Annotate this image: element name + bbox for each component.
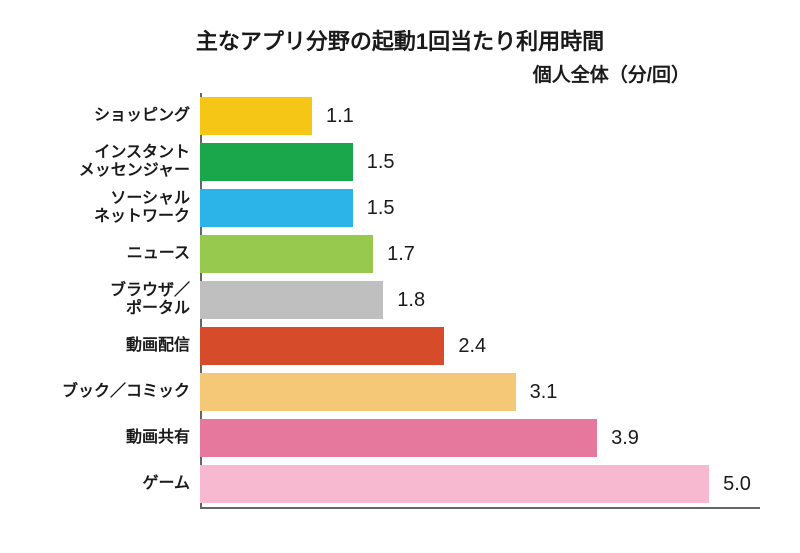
category-label: ニュース [40, 231, 200, 277]
bar-row: 1.5 [200, 185, 760, 231]
category-label: ブック／コミック [40, 369, 200, 415]
bar-row: 3.9 [200, 415, 760, 461]
bar-row: 1.5 [200, 139, 760, 185]
bar-value: 1.8 [397, 289, 425, 312]
bar-value: 1.5 [367, 151, 395, 174]
bar [200, 143, 353, 181]
bar-value: 3.9 [611, 427, 639, 450]
bar-value: 1.7 [387, 243, 415, 266]
bar-row: 1.1 [200, 93, 760, 139]
category-label: ソーシャル ネットワーク [40, 185, 200, 231]
chart-container: 主なアプリ分野の起動1回当たり利用時間 個人全体（分/回） ショッピングインスタ… [0, 0, 800, 553]
bar [200, 97, 312, 135]
category-label: ショッピング [40, 93, 200, 139]
bar-row: 2.4 [200, 323, 760, 369]
bar-value: 5.0 [723, 473, 751, 496]
bar [200, 235, 373, 273]
category-label: ゲーム [40, 461, 200, 507]
y-axis-labels: ショッピングインスタント メッセンジャーソーシャル ネットワークニュースブラウザ… [40, 93, 200, 507]
category-label: インスタント メッセンジャー [40, 139, 200, 185]
bar-row: 1.8 [200, 277, 760, 323]
category-label: 動画共有 [40, 415, 200, 461]
bar-row: 5.0 [200, 461, 760, 507]
category-label: ブラウザ／ ポータル [40, 277, 200, 323]
bar-row: 3.1 [200, 369, 760, 415]
bar-row: 1.7 [200, 231, 760, 277]
bars-container: 1.1 1.5 1.5 1.7 1.8 2.4 3.1 3.9 5.0 [200, 93, 760, 507]
bar-value: 3.1 [530, 381, 558, 404]
bar [200, 189, 353, 227]
chart-subtitle: 個人全体（分/回） [40, 60, 760, 87]
bars-area: 1.1 1.5 1.5 1.7 1.8 2.4 3.1 3.9 5.0 [200, 93, 760, 507]
category-label: 動画配信 [40, 323, 200, 369]
x-axis-line [200, 507, 760, 509]
bar [200, 419, 597, 457]
bar [200, 327, 444, 365]
bar-value: 1.5 [367, 197, 395, 220]
chart-title: 主なアプリ分野の起動1回当たり利用時間 [40, 24, 760, 56]
bar [200, 373, 516, 411]
plot-area: ショッピングインスタント メッセンジャーソーシャル ネットワークニュースブラウザ… [40, 93, 760, 507]
bar [200, 465, 709, 503]
bar-value: 2.4 [458, 335, 486, 358]
bar [200, 281, 383, 319]
bar-value: 1.1 [326, 105, 354, 128]
